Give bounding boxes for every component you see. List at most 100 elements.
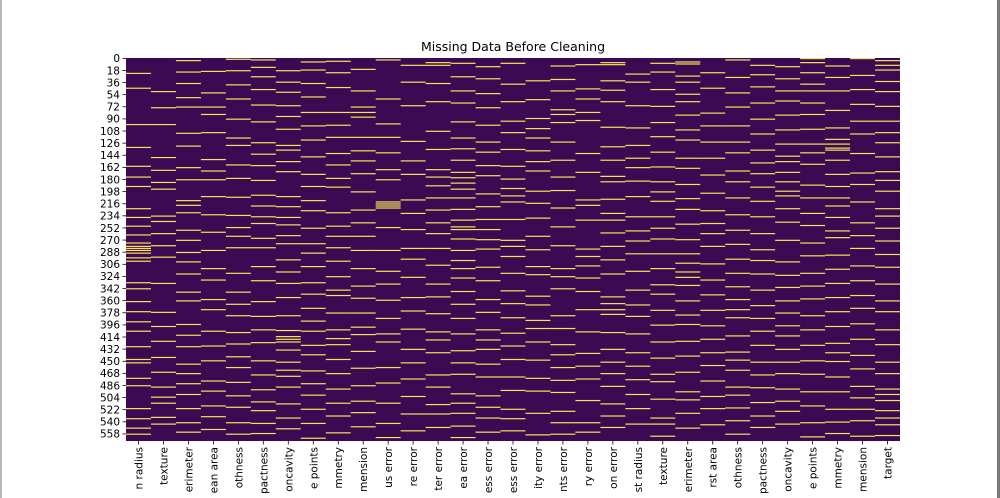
missing-cell (400, 199, 426, 201)
missing-cell (500, 272, 526, 274)
missing-cell (500, 62, 526, 64)
missing-cell (250, 300, 276, 303)
y-tick-label: 216 (100, 199, 120, 211)
missing-cell (825, 147, 851, 149)
y-tick-label: 288 (100, 247, 120, 259)
missing-cell (825, 205, 851, 207)
missing-cell (825, 311, 851, 313)
missing-cell (126, 146, 151, 149)
missing-cell (375, 366, 401, 369)
missing-cell (475, 107, 501, 109)
missing-cell (500, 132, 526, 134)
missing-cell (775, 312, 801, 314)
missing-cell (875, 240, 900, 242)
missing-cell (550, 245, 576, 247)
missing-cell (375, 169, 401, 171)
missing-cell (475, 248, 501, 250)
missing-cell (175, 323, 201, 326)
missing-cell (725, 181, 751, 183)
missing-cell (250, 222, 276, 225)
missing-cell (650, 227, 676, 229)
missing-cell (350, 367, 376, 369)
missing-cell (675, 114, 701, 116)
missing-cell (375, 203, 401, 205)
missing-cell (275, 91, 301, 93)
x-tick-label: e points (808, 447, 820, 489)
missing-cell (200, 360, 226, 362)
missing-cell (425, 331, 451, 333)
missing-cell (775, 90, 801, 92)
missing-cell (325, 136, 351, 138)
missing-cell (700, 424, 726, 426)
missing-cell (825, 360, 851, 363)
missing-cell (725, 197, 751, 199)
missing-cell (525, 150, 551, 152)
missing-cell (600, 64, 626, 66)
missing-cell (225, 235, 251, 237)
missing-cell (525, 99, 551, 101)
missing-cell (650, 136, 676, 138)
x-tick-label: st radius (633, 447, 645, 492)
missing-cell (300, 210, 326, 212)
missing-cell (625, 144, 651, 147)
missing-cell (225, 303, 251, 305)
missing-cell (550, 113, 576, 116)
missing-cell (300, 422, 326, 425)
missing-cell (725, 407, 751, 409)
missing-cell (850, 338, 876, 340)
missing-cell (250, 76, 276, 78)
missing-cell (775, 261, 801, 263)
missing-cell (525, 235, 551, 237)
missing-cell (800, 152, 826, 154)
missing-cell (875, 434, 900, 437)
missing-cell (325, 177, 351, 180)
missing-cell (675, 198, 701, 200)
missing-cell (350, 333, 376, 336)
missing-cell (800, 163, 826, 165)
missing-cell (350, 106, 376, 108)
missing-cell (150, 107, 176, 109)
y-tick-label: 324 (100, 271, 120, 283)
missing-cell (500, 120, 526, 122)
missing-cell (225, 144, 251, 147)
missing-cell (225, 177, 251, 180)
missing-cell (275, 417, 301, 419)
missing-cell (475, 298, 501, 301)
missing-cell (725, 92, 751, 94)
missing-cell (650, 62, 676, 64)
missing-cell (500, 408, 526, 410)
missing-cell (325, 164, 351, 166)
missing-cell (600, 80, 626, 82)
missing-cell (126, 208, 151, 210)
missing-cell (775, 181, 801, 183)
missing-cell (875, 329, 900, 331)
missing-cell (750, 233, 776, 235)
missing-cell (225, 366, 251, 369)
y-tick-label: 36 (107, 77, 121, 89)
missing-cell (850, 435, 876, 437)
missing-cell (700, 210, 726, 212)
missing-cell (725, 258, 751, 260)
missing-cell (625, 253, 651, 255)
missing-cell (300, 383, 326, 385)
missing-cell (800, 373, 826, 375)
missing-cell (850, 103, 876, 105)
missing-cell (550, 109, 576, 111)
missing-cell (300, 282, 326, 284)
missing-cell (650, 216, 676, 218)
missing-cell (175, 71, 201, 73)
missing-cell (625, 180, 651, 182)
missing-cell (275, 329, 301, 332)
missing-cell (600, 273, 626, 275)
missing-cell (126, 433, 151, 435)
missing-cell (325, 432, 351, 434)
missing-cell (250, 329, 276, 331)
missing-cell (725, 351, 751, 353)
missing-cell (200, 416, 226, 418)
missing-cell (575, 199, 601, 201)
y-tick-label: 504 (100, 392, 120, 404)
missing-cell (300, 82, 326, 85)
x-tick-label: texture (158, 447, 170, 485)
missing-cell (675, 371, 701, 373)
missing-cell (825, 432, 851, 435)
